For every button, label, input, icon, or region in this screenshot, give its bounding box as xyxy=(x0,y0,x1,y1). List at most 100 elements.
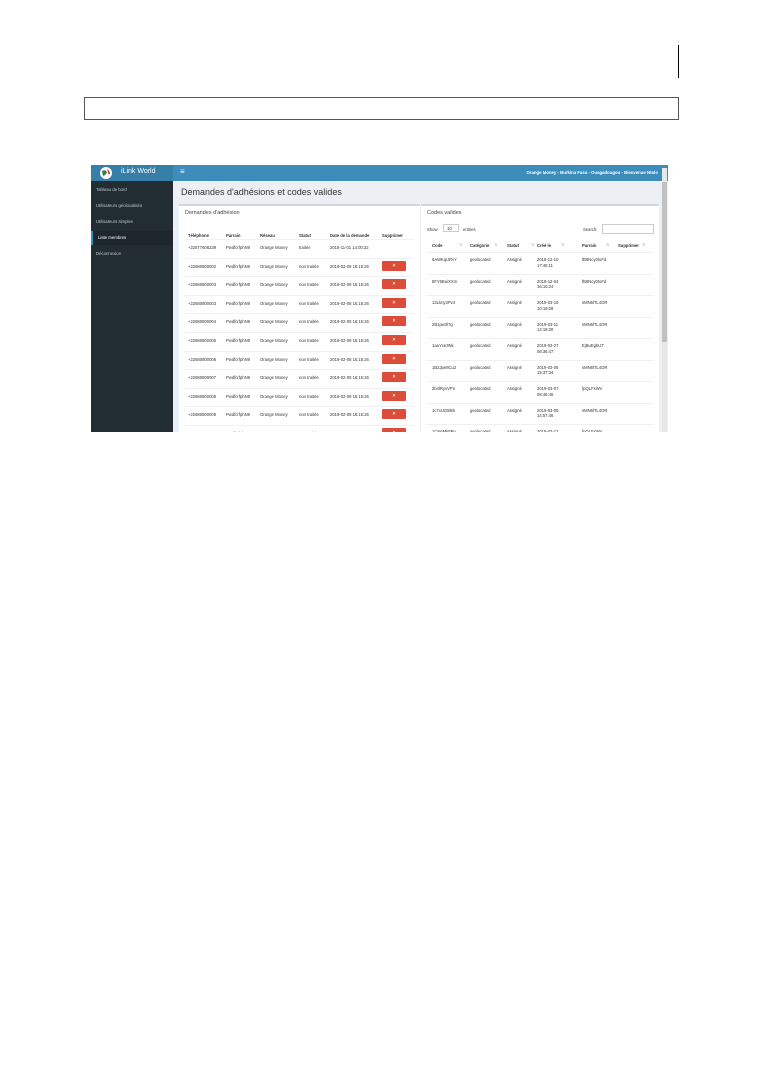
row-divider xyxy=(185,257,414,259)
table-cell: fB8Ncy0IuFd xyxy=(582,257,607,262)
table-cell: 1c7xUG5lEk xyxy=(432,407,456,413)
table-cell: 2018-12-10 17:45:11 xyxy=(537,257,559,268)
delete-button[interactable]: × xyxy=(382,335,406,345)
sort-icon[interactable]: ⇅ xyxy=(561,242,565,247)
column-header[interactable]: Statut xyxy=(507,243,519,248)
table-cell: non traitée xyxy=(299,338,319,343)
codes-panel: Codes valides Show 10 entries Search: Co… xyxy=(421,204,659,432)
table-cell: 2018-12-04 16:15:24 xyxy=(537,278,559,290)
menu-item[interactable]: Utilisateurs simples xyxy=(96,219,134,224)
table-cell: Orange Money xyxy=(260,319,288,325)
length-select[interactable]: 10 xyxy=(443,224,459,232)
table-cell: non traitée xyxy=(299,375,319,381)
requests-panel: Demandes d'adhésion Téléphone Parrain Rése… xyxy=(179,204,420,432)
table-cell: Orange Money xyxy=(260,282,288,288)
table-cell: non traitée xyxy=(299,393,319,399)
table-cell: geolocated xyxy=(470,321,491,327)
table-cell: geolocated xyxy=(470,364,491,370)
menu-item[interactable]: Tableau de bord xyxy=(96,187,127,192)
menu-item[interactable]: Liste membres xyxy=(91,231,173,245)
table-cell: +22680800002 xyxy=(188,263,217,269)
user-info[interactable]: Orange Money - Burkina Faso - Ouagadougo… xyxy=(526,170,658,175)
column-header: Parrain xyxy=(226,233,241,238)
table-cell: sMN6lTL4OR xyxy=(582,321,608,327)
table-cell: 1CN6Mk8Bp xyxy=(432,429,456,432)
sort-icon[interactable]: ⇅ xyxy=(459,242,463,247)
table-cell: 2019-03-12 09:12:20 xyxy=(537,429,559,432)
delete-button[interactable]: × xyxy=(382,353,406,364)
table-cell: non traitée xyxy=(299,282,319,288)
table-cell: fB8Ncy0IuFd xyxy=(582,278,607,284)
table-cell: Orange Money xyxy=(260,263,288,269)
table-cell: non traitée xyxy=(299,356,319,362)
table-cell: traitée xyxy=(299,245,311,250)
table-cell: 2019-02-08 16:15:26 xyxy=(330,356,369,362)
table-cell: geolocated xyxy=(470,300,491,305)
table-cell: Orange Money xyxy=(260,245,288,250)
scroll-thumb[interactable] xyxy=(662,182,667,342)
row-divider xyxy=(185,313,414,315)
table-cell: 2019-02-08 16:15:26 xyxy=(330,338,369,343)
sort-icon[interactable]: ⇅ xyxy=(531,242,535,247)
table-cell: PwdfcrfphN9 xyxy=(226,393,250,399)
table-cell: +22677606239 xyxy=(188,245,217,250)
table-cell: PwdfcrfphN9 xyxy=(226,263,250,269)
table-cell: 1aaYxe3Nk xyxy=(432,343,454,348)
column-header: Statut xyxy=(299,233,311,238)
caption-box xyxy=(84,97,679,120)
table-cell: sMN6lTL4OR xyxy=(582,300,608,305)
row-divider xyxy=(427,273,653,275)
delete-button[interactable]: × xyxy=(382,316,406,327)
delete-button[interactable]: × xyxy=(382,390,406,401)
menu-toggle[interactable]: ≡ xyxy=(180,167,185,176)
table-cell: Orange Money xyxy=(260,375,288,381)
table-cell: 2019-02-08 16:15:26 xyxy=(330,319,369,325)
globe-icon xyxy=(100,167,112,179)
sidebar: Tableau de bord Utilisateurs géolocalisés… xyxy=(91,181,173,432)
table-cell: non traitée xyxy=(299,431,319,432)
table-cell: 6AWKqURvY xyxy=(432,257,457,262)
delete-button[interactable]: × xyxy=(382,428,406,432)
table-cell: fpQLFxWV xyxy=(582,386,603,391)
scrollbar xyxy=(662,168,667,432)
column-header[interactable]: Créé le xyxy=(537,243,551,248)
delete-button[interactable]: × xyxy=(382,260,406,271)
table-cell: 2019-03-06 15:37:34 xyxy=(537,364,559,376)
logo-area[interactable]: iLink World xyxy=(91,165,173,181)
delete-button[interactable]: × xyxy=(382,409,406,420)
table-cell: 2019-02-08 16:15:26 xyxy=(330,375,369,381)
column-header: Supprimer xyxy=(382,233,403,238)
column-header[interactable]: Supprimer xyxy=(618,243,639,248)
row-divider xyxy=(185,239,414,240)
column-header[interactable]: Catégorie xyxy=(470,243,490,248)
row-divider xyxy=(185,332,414,333)
table-cell: Assigné xyxy=(507,343,522,348)
column-header: Date de la demande xyxy=(330,233,370,238)
column-header: Réseau xyxy=(260,233,275,238)
table-cell: EjBuEgbUT xyxy=(582,343,604,348)
table-cell: Assigné xyxy=(507,278,522,284)
search-input[interactable] xyxy=(602,224,654,234)
margin-line xyxy=(678,45,679,78)
row-divider xyxy=(185,276,414,278)
sort-icon[interactable]: ⇅ xyxy=(642,242,646,247)
delete-button[interactable]: × xyxy=(382,279,406,290)
table-cell: Assigné xyxy=(507,386,522,391)
row-divider xyxy=(185,350,414,352)
sort-icon[interactable]: ⇅ xyxy=(494,242,498,247)
column-header[interactable]: Code xyxy=(432,243,443,248)
menu-item[interactable]: Utilisateurs géolocalisés xyxy=(96,203,143,208)
table-cell: Assigné xyxy=(507,429,522,432)
table-cell: 2019-03-05 14:57:46 xyxy=(537,407,559,419)
row-divider xyxy=(427,295,653,296)
table-cell: 2019-02-08 16:15:26 xyxy=(330,282,369,288)
menu-item[interactable]: Déconnexion xyxy=(96,251,122,256)
table-cell: +22680800008 xyxy=(188,393,217,399)
sort-icon[interactable]: ⇅ xyxy=(606,242,610,247)
delete-button[interactable]: × xyxy=(382,372,406,383)
table-cell: geolocated xyxy=(470,257,491,262)
table-cell: non traitée xyxy=(299,263,319,269)
column-header[interactable]: Parrain xyxy=(582,243,597,248)
delete-button[interactable]: × xyxy=(382,297,406,308)
